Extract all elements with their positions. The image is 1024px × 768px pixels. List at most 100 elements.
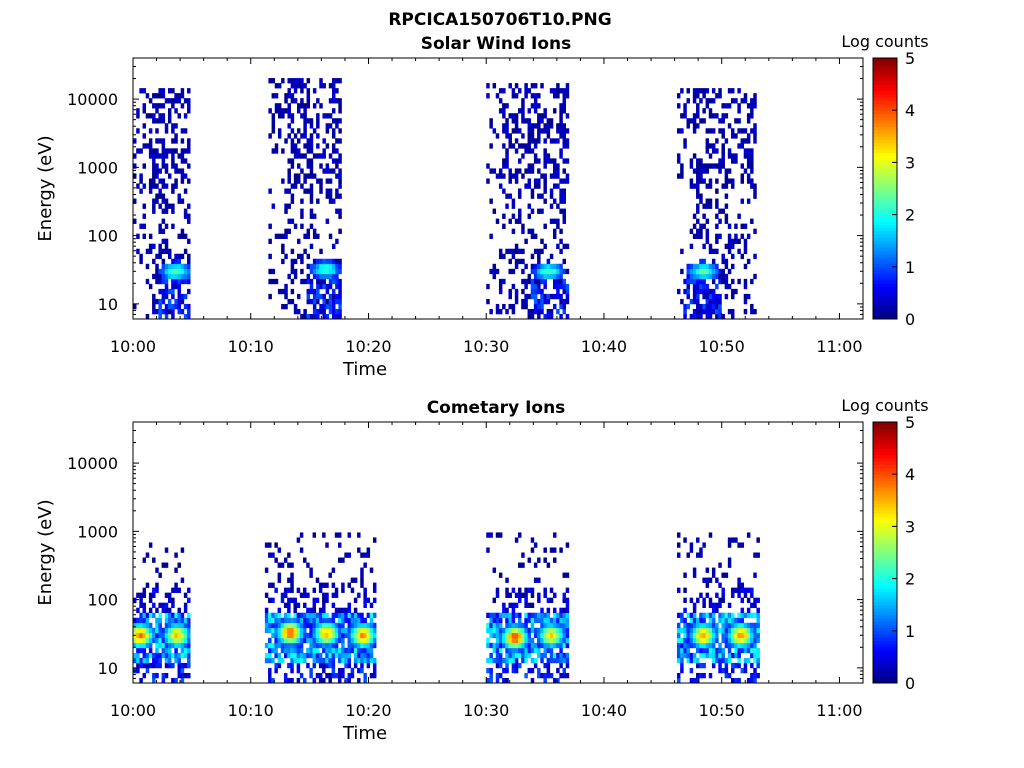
spectrogram-cell <box>737 592 741 598</box>
spectrogram-cell <box>155 587 159 593</box>
spectrogram-cell <box>514 113 519 119</box>
spectrogram-cell <box>702 647 706 654</box>
spectrogram-cell <box>696 168 700 174</box>
spectrogram-cell <box>360 567 364 573</box>
spectrogram-cell <box>300 253 304 260</box>
spectrogram-cell <box>689 677 694 684</box>
spectrogram-cell <box>708 632 713 639</box>
spectrogram-cell <box>559 128 563 134</box>
spectrogram-cell <box>290 288 295 295</box>
spectrogram-cell <box>750 672 754 679</box>
spectrogram-cell <box>164 198 169 204</box>
spectrogram-cell <box>537 642 541 649</box>
spectrogram-cell <box>530 268 535 275</box>
spectrogram-cell <box>174 567 178 573</box>
spectrogram-cell <box>183 672 188 679</box>
colorbar-segment <box>873 536 897 540</box>
spectrogram-cell <box>756 612 760 619</box>
spectrogram-cell <box>167 253 172 260</box>
spectrogram-cell <box>565 637 570 644</box>
spectrogram-cell <box>158 248 162 255</box>
spectrogram-cell <box>284 108 288 114</box>
spectrogram-cell <box>183 158 188 164</box>
spectrogram-cell <box>136 248 140 255</box>
spectrogram-cell <box>264 642 269 649</box>
spectrogram-cell <box>711 662 716 669</box>
spectrogram-cell <box>533 263 538 270</box>
spectrogram-cell <box>357 637 361 644</box>
spectrogram-cell <box>360 577 364 583</box>
spectrogram-cell <box>696 263 700 270</box>
spectrogram-cell <box>715 657 719 664</box>
spectrogram-cell <box>546 617 551 624</box>
spectrogram-cell <box>164 293 169 300</box>
spectrogram-cell <box>521 228 525 234</box>
spectrogram-cell <box>683 537 687 543</box>
spectrogram-cell <box>287 203 291 209</box>
spectrogram-cell <box>721 148 725 154</box>
spectrogram-cell <box>756 657 760 664</box>
spectrogram-cell <box>344 662 348 669</box>
spectrogram-cell <box>521 657 525 664</box>
spectrogram-cell <box>148 113 153 119</box>
spectrogram-cell <box>171 293 175 300</box>
spectrogram-cell <box>148 98 153 104</box>
spectrogram-cell <box>502 657 506 664</box>
spectrogram-cell <box>552 218 557 224</box>
spectrogram-cell <box>152 258 156 265</box>
spectrogram-cell <box>183 188 188 194</box>
spectrogram-cell <box>702 542 706 548</box>
spectrogram-cell <box>277 547 282 553</box>
spectrogram-cell <box>268 253 272 260</box>
y-tick-label: 1000 <box>77 158 118 177</box>
spectrogram-cell <box>152 243 156 250</box>
spectrogram-cell <box>353 662 358 669</box>
spectrogram-cell <box>164 657 169 664</box>
spectrogram-cell <box>372 642 377 649</box>
spectrogram-cell <box>562 218 566 224</box>
spectrogram-cell <box>533 288 538 295</box>
spectrogram-cell <box>715 627 719 634</box>
spectrogram-cell <box>533 577 538 583</box>
spectrogram-cell <box>161 562 166 568</box>
spectrogram-cell <box>158 138 162 144</box>
spectrogram-cell <box>718 233 722 239</box>
spectrogram-cell <box>187 143 191 149</box>
spectrogram-cell <box>360 632 364 639</box>
x-tick-label: 10:20 <box>345 701 391 720</box>
spectrogram-cell <box>297 103 301 109</box>
spectrogram-cell <box>746 198 751 204</box>
spectrogram-cell <box>546 627 551 634</box>
spectrogram-cell <box>139 602 143 609</box>
spectrogram-cell <box>318 642 323 649</box>
spectrogram-cell <box>511 248 516 255</box>
spectrogram-cell <box>731 667 735 674</box>
spectrogram-cell <box>177 672 181 679</box>
spectrogram-cell <box>300 183 304 189</box>
spectrogram-cell <box>322 662 326 669</box>
spectrogram-cell <box>718 218 722 224</box>
spectrogram-cell <box>692 233 697 239</box>
spectrogram-cell <box>167 108 172 114</box>
spectrogram-cell <box>489 672 493 679</box>
spectrogram-cell <box>527 128 532 134</box>
spectrogram-cell <box>537 283 541 290</box>
spectrogram-cell <box>562 133 566 139</box>
spectrogram-cell <box>322 607 326 614</box>
spectrogram-cell <box>180 667 185 674</box>
spectrogram-cell <box>158 178 162 184</box>
spectrogram-cell <box>155 263 159 270</box>
spectrogram-cell <box>692 118 697 124</box>
spectrogram-cell <box>559 652 563 659</box>
spectrogram-cell <box>527 148 532 154</box>
spectrogram-cell <box>152 103 156 109</box>
spectrogram-cell <box>559 278 563 285</box>
spectrogram-cell <box>721 647 725 654</box>
spectrogram-cell <box>164 637 169 644</box>
spectrogram-cell <box>133 138 137 144</box>
spectrogram-cell <box>319 258 323 265</box>
spectrogram-cell <box>740 622 745 629</box>
spectrogram-cell <box>331 273 336 280</box>
spectrogram-cell <box>337 652 342 659</box>
spectrogram-cell <box>316 293 320 300</box>
